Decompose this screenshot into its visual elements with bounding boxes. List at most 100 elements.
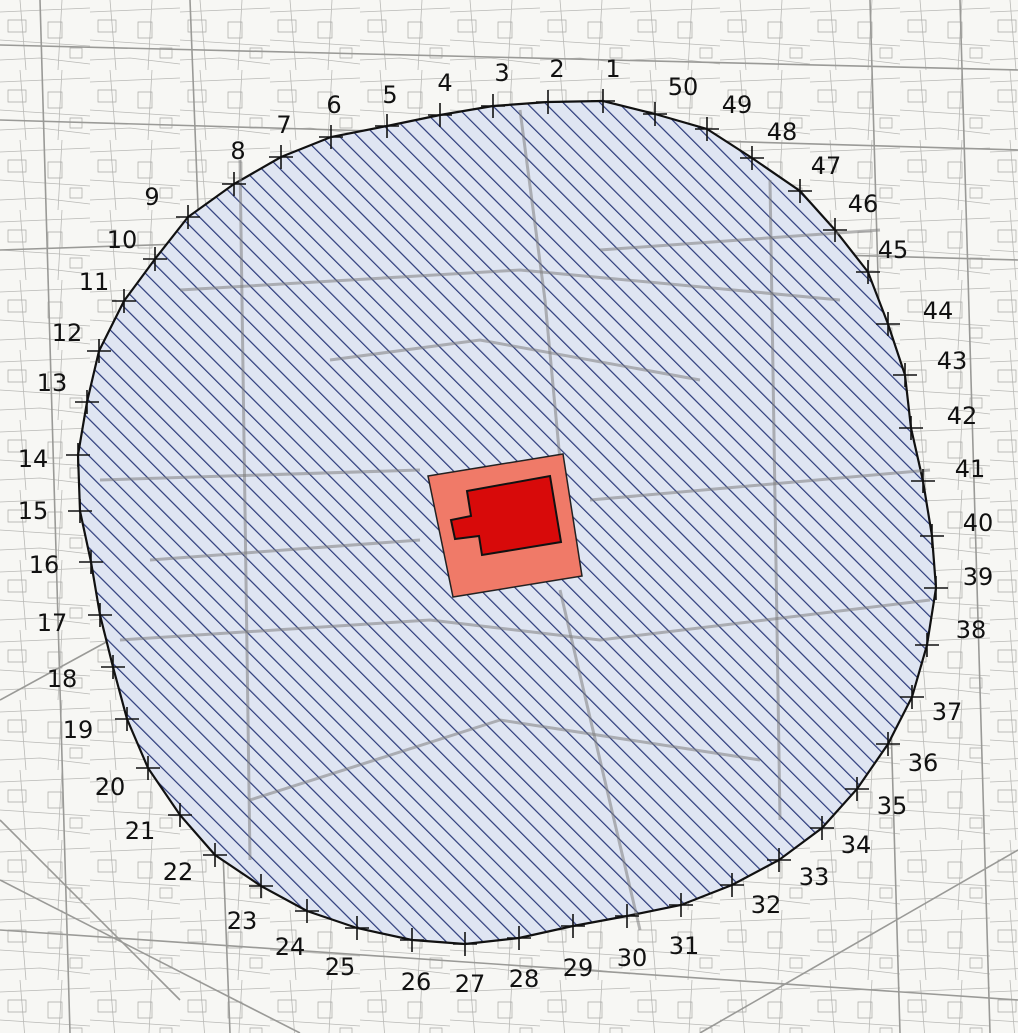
- boundary-point-10: 10: [107, 226, 167, 271]
- basemap-street: [0, 819, 181, 1001]
- boundary-point-3: 3: [481, 59, 510, 118]
- boundary-point-label: 41: [955, 455, 986, 483]
- boundary-point-29: 29: [561, 914, 593, 982]
- boundary-point-28: 28: [507, 926, 539, 993]
- boundary-point-13: 13: [37, 369, 99, 414]
- boundary-point-label: 38: [956, 616, 987, 644]
- boundary-point-45: 45: [856, 236, 908, 284]
- boundary-point-label: 9: [144, 183, 159, 211]
- basemap-street: [0, 929, 1018, 1001]
- boundary-point-label: 14: [18, 445, 49, 473]
- boundary-point-label: 17: [37, 609, 68, 637]
- boundary-point-15: 15: [18, 497, 92, 525]
- boundary-point-label: 35: [877, 792, 908, 820]
- boundary-point-label: 26: [401, 968, 432, 996]
- boundary-point-48: 48: [740, 118, 797, 170]
- zone-internal-line: [238, 159, 252, 861]
- boundary-point-label: 6: [326, 91, 341, 119]
- boundary-point-6: 6: [319, 91, 343, 149]
- boundary-point-50: 50: [643, 73, 698, 126]
- heritage-building: [449, 474, 563, 557]
- boundary-point-17: 17: [37, 603, 112, 637]
- zone-internal-line: [329, 338, 701, 382]
- boundary-point-label: 3: [494, 59, 509, 87]
- boundary-point-47: 47: [788, 152, 841, 203]
- boundary-point-8: 8: [222, 137, 246, 196]
- boundary-point-label: 39: [963, 563, 994, 591]
- boundary-point-label: 34: [841, 831, 872, 859]
- boundary-point-49: 49: [695, 91, 752, 141]
- boundary-point-31: 31: [669, 893, 700, 960]
- boundary-point-label: 47: [811, 152, 842, 180]
- boundary-point-label: 19: [63, 716, 94, 744]
- boundary-point-21: 21: [125, 803, 192, 845]
- boundary-point-24: 24: [275, 899, 319, 961]
- boundary-point-38: 38: [915, 616, 986, 657]
- boundary-point-label: 46: [848, 190, 879, 218]
- boundary-point-label: 50: [668, 73, 699, 101]
- boundary-point-label: 31: [669, 932, 700, 960]
- boundary-point-41: 41: [911, 455, 985, 493]
- boundary-point-label: 20: [95, 773, 126, 801]
- boundary-point-label: 29: [563, 954, 594, 982]
- boundary-point-19: 19: [63, 707, 139, 744]
- boundary-point-5: 5: [375, 81, 399, 138]
- boundary-point-34: 34: [810, 816, 871, 859]
- boundary-point-label: 5: [382, 81, 397, 109]
- boundary-point-label: 24: [275, 933, 306, 961]
- boundary-point-1: 1: [591, 55, 621, 113]
- boundary-point-label: 2: [549, 55, 564, 83]
- boundary-point-label: 27: [455, 970, 486, 998]
- boundary-point-25: 25: [325, 916, 369, 981]
- boundary-point-label: 48: [767, 118, 798, 146]
- boundary-point-22: 22: [163, 843, 227, 886]
- boundary-point-2: 2: [536, 55, 565, 114]
- boundary-point-26: 26: [400, 928, 431, 996]
- zone-internal-line: [768, 179, 782, 821]
- zone-internal-line: [599, 228, 881, 252]
- boundary-point-43: 43: [893, 347, 967, 387]
- boundary-point-36: 36: [876, 732, 938, 777]
- boundary-point-46: 46: [823, 190, 878, 242]
- boundary-point-label: 18: [47, 665, 78, 693]
- boundary-point-30: 30: [615, 904, 647, 972]
- boundary-point-label: 36: [908, 749, 939, 777]
- boundary-point-35: 35: [845, 777, 907, 820]
- zone-internal-line: [558, 589, 642, 931]
- zone-internal-lines: [99, 109, 931, 931]
- boundary-point-label: 40: [963, 509, 994, 537]
- boundary-point-label: 42: [947, 402, 978, 430]
- basemap-street: [959, 0, 991, 1033]
- zone-internal-line: [149, 538, 421, 562]
- boundary-point-label: 10: [107, 226, 138, 254]
- basemap-street: [0, 879, 301, 1033]
- boundary-point-label: 4: [437, 69, 452, 97]
- boundary-point-20: 20: [95, 756, 160, 801]
- zone-internal-line: [518, 109, 562, 461]
- boundary-point-39: 39: [924, 563, 993, 600]
- boundary-point-label: 16: [29, 551, 60, 579]
- boundary-point-9: 9: [144, 183, 200, 229]
- boundary-point-label: 28: [509, 965, 540, 993]
- boundary-point-label: 49: [722, 91, 753, 119]
- boundary-point-23: 23: [227, 874, 273, 935]
- boundary-point-44: 44: [876, 297, 953, 336]
- boundary-point-42: 42: [899, 402, 977, 440]
- boundary-point-33: 33: [767, 848, 829, 891]
- boundary-point-label: 7: [276, 111, 291, 139]
- basemap-street: [39, 0, 71, 1033]
- zone-internal-line: [179, 268, 841, 302]
- boundary-point-label: 11: [79, 268, 110, 296]
- boundary-point-label: 21: [125, 817, 156, 845]
- boundary-point-label: 13: [37, 369, 68, 397]
- boundary-point-4: 4: [428, 69, 453, 127]
- boundary-point-label: 23: [227, 907, 258, 935]
- zone-internal-line: [249, 718, 761, 802]
- boundary-point-label: 22: [163, 858, 194, 886]
- boundary-point-label: 45: [878, 236, 909, 264]
- boundary-point-label: 32: [751, 891, 782, 919]
- boundary-point-label: 30: [617, 944, 648, 972]
- boundary-point-37: 37: [900, 685, 962, 726]
- basemap-street: [0, 44, 1018, 71]
